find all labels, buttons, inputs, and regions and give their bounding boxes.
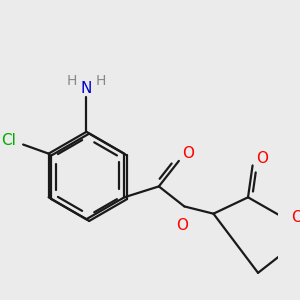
Text: O: O [256,151,268,166]
Text: H: H [96,74,106,88]
Text: O: O [182,146,194,161]
Text: Cl: Cl [1,134,16,148]
Text: N: N [81,81,92,96]
Text: O: O [176,218,188,233]
Text: H: H [67,74,77,88]
Text: O: O [291,210,300,225]
